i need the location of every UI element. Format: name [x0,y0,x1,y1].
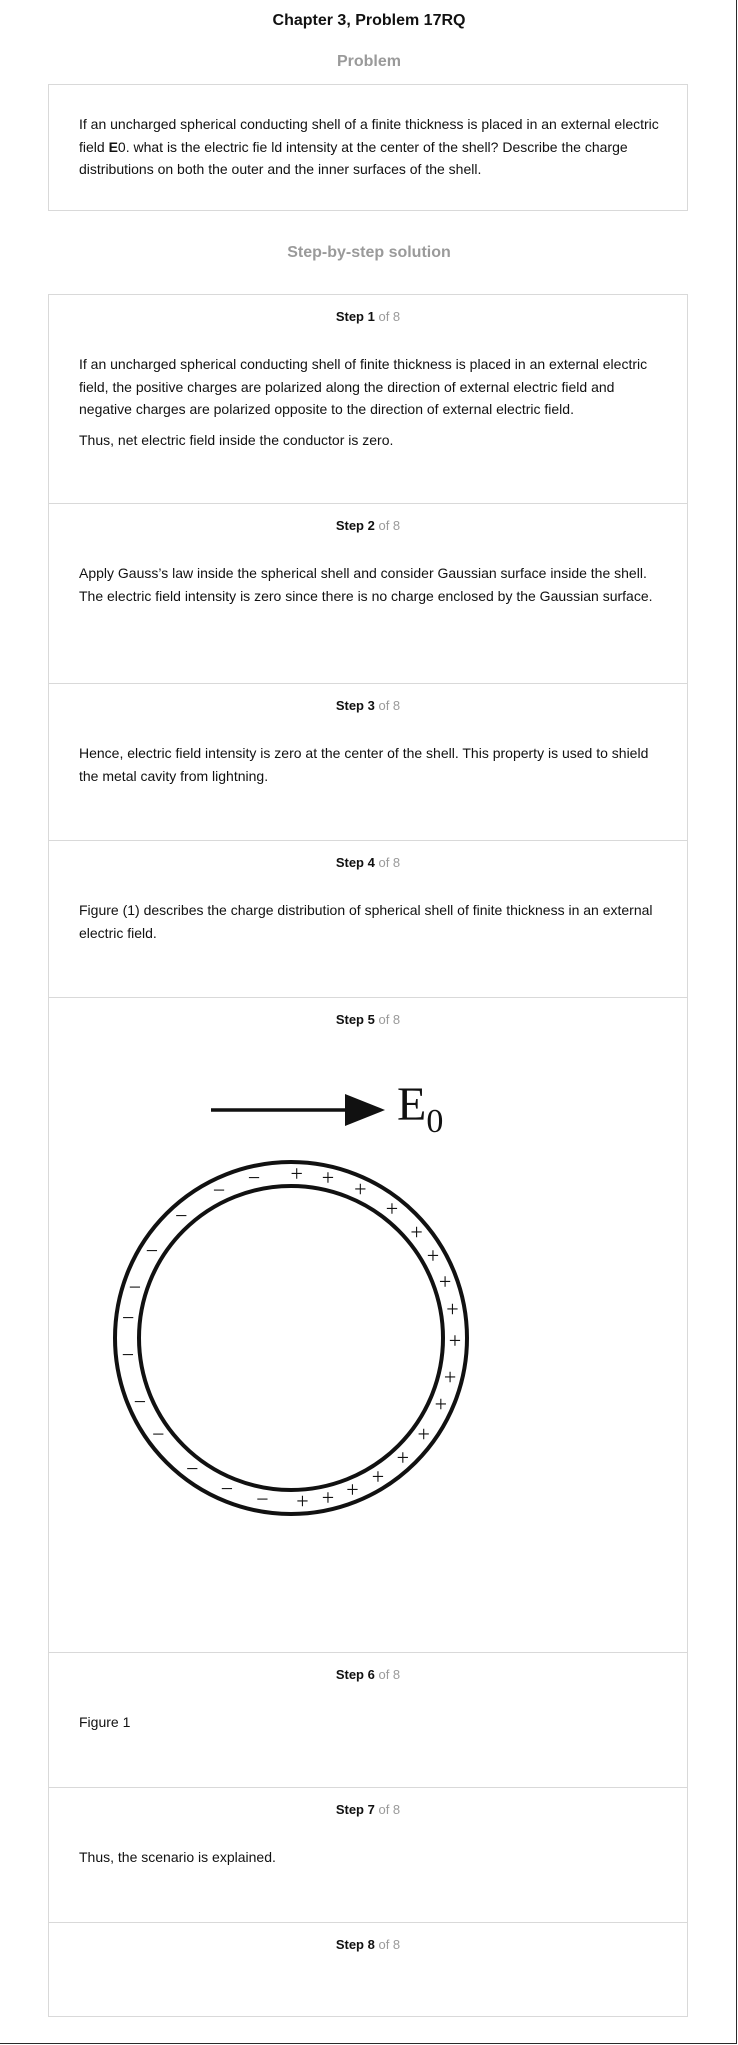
negative-charge: − [152,1421,164,1446]
positive-charge: + [449,1328,461,1353]
field-label: E0 [397,1078,443,1140]
step-body: Figure 1 [79,1711,669,1742]
negative-charge: − [129,1274,141,1299]
solution-box: Step 1 of 8 If an uncharged spherical co… [48,294,688,2017]
negative-charge: − [122,1342,134,1367]
step-4: Step 4 of 8 Figure (1) describes the cha… [49,841,687,998]
positive-charge: + [444,1365,456,1390]
problem-box: If an uncharged spherical conducting she… [48,84,688,211]
charged-shell-figure: E0 −−−−−−−−−−− −+ + +++++++++++++++ [113,1078,469,1516]
positive-charge: + [417,1421,429,1446]
step-paragraph: Hence, electric field intensity is zero … [79,745,649,784]
step-paragraph: Thus, the scenario is explained. [79,1849,276,1865]
problem-text: If an uncharged spherical conducting she… [79,116,659,177]
step-6: Step 6 of 8 Figure 1 [49,1653,687,1788]
step-7: Step 7 of 8 Thus, the scenario is explai… [49,1788,687,1923]
positive-charge: + [354,1176,366,1201]
step-body: Apply Gauss’s law inside the spherical s… [79,562,669,615]
negative-charge: − [186,1456,198,1481]
negative-charge: − [122,1305,134,1330]
negative-charge: − [175,1203,187,1228]
step-body: Hence, electric field intensity is zero … [79,742,669,795]
field-arrow [211,1094,385,1126]
step-body: If an uncharged spherical conducting she… [79,353,669,459]
step-header: Step 4 of 8 [335,855,401,870]
negative-charge: − [213,1178,225,1203]
step-paragraph: Apply Gauss’s law inside the spherical s… [79,565,653,604]
page-title: Chapter 3, Problem 17RQ [272,12,466,29]
positive-charge: + [322,1485,334,1510]
step-header: Step 8 of 8 [335,1937,401,1952]
positive-charge: + [290,1161,302,1186]
outer-surface [113,1160,469,1516]
step-paragraph: If an uncharged spherical conducting she… [79,356,648,417]
step-5: Step 5 of 8 E0 − − − − − − − − − − − − + + + + + + + + + + + + +… [49,998,687,1653]
step-header: Step 3 of 8 [335,698,401,713]
step-paragraph: Thus, net electric field inside the cond… [79,431,394,448]
positive-charge: + [427,1243,439,1268]
positive-charge: + [435,1392,447,1417]
step-8: Step 8 of 8 [49,1923,687,2018]
step-2: Step 2 of 8 Apply Gauss’s law inside the… [49,504,687,684]
step-header: Step 1 of 8 [335,309,401,324]
inner-surface [137,1184,445,1492]
positive-charge: + [446,1297,458,1322]
step-paragraph: Figure (1) describes the charge distribu… [79,902,653,941]
negative-charge: − [248,1165,260,1190]
positive-charge: + [296,1489,308,1514]
step-body: Thus, the scenario is explained. [79,1846,669,1877]
surface-charges: −−−−−−−−−−− −+ + +++++++++++++++ [122,1161,462,1514]
positive-charge: + [322,1165,334,1190]
figure-caption: Figure 1 [79,1714,131,1730]
field-symbol-bold: E [108,138,118,155]
step-header: Step 5 of 8 [335,1012,401,1027]
step-3: Step 3 of 8 Hence, electric field intens… [49,684,687,841]
positive-charge: + [397,1445,409,1470]
step-header: Step 2 of 8 [335,518,401,533]
step-body: Figure (1) describes the charge distribu… [79,899,669,952]
positive-charge: + [386,1196,398,1221]
positive-charge: + [439,1269,451,1294]
negative-charge: − [146,1238,158,1263]
step-header: Step 6 of 8 [335,1667,401,1682]
problem-heading: Problem [336,53,401,70]
step-header: Step 7 of 8 [335,1802,401,1817]
solution-heading: Step-by-step solution [287,244,451,261]
step-1: Step 1 of 8 If an uncharged spherical co… [49,295,687,504]
positive-charge: + [410,1220,422,1245]
negative-charge: − [221,1476,233,1501]
negative-charge: − [134,1389,146,1414]
negative-charge: − [256,1487,268,1512]
positive-charge: + [346,1477,358,1502]
positive-charge: + [372,1464,384,1489]
